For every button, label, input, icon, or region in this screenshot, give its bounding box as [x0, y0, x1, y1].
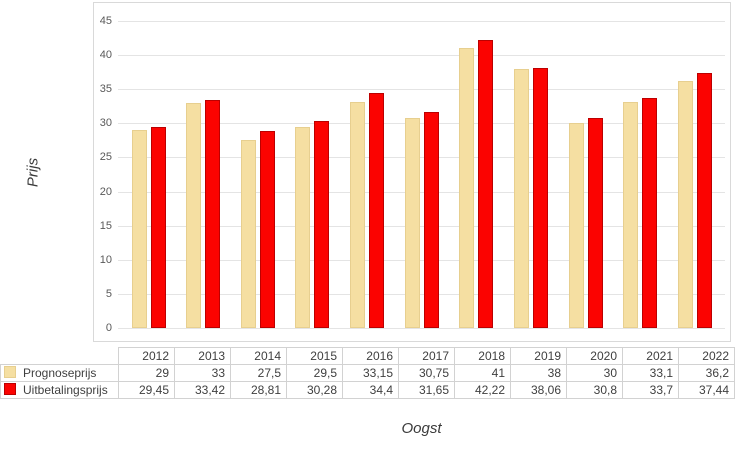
legend-swatch-icon: [4, 383, 16, 395]
table-cell-value: 33,15: [342, 364, 399, 382]
table-cell-value: 29: [118, 364, 175, 382]
table-cell-value: 33,42: [174, 381, 231, 399]
x-axis-category-label: 2016: [342, 347, 399, 365]
bar-prognoseprijs-2021: [623, 102, 638, 328]
bar-uitbetalingsprijs-2020: [588, 118, 603, 328]
y-axis-tick-label: 0: [105, 322, 112, 334]
y-axis-tick-label: 25: [99, 151, 112, 163]
gridline: [118, 21, 725, 22]
gridline: [118, 123, 725, 124]
x-axis-category-label: 2012: [118, 347, 175, 365]
y-axis-tick-label: 35: [99, 83, 112, 95]
table-cell-value: 42,22: [454, 381, 511, 399]
bar-prognoseprijs-2013: [186, 103, 201, 328]
gridline: [118, 294, 725, 295]
bar-prognoseprijs-2014: [241, 140, 256, 328]
x-axis-category-label: 2022: [678, 347, 735, 365]
bar-uitbetalingsprijs-2022: [697, 73, 712, 328]
bar-uitbetalingsprijs-2016: [369, 93, 384, 328]
y-axis-tick-label: 10: [99, 254, 112, 266]
x-axis-category-label: 2013: [174, 347, 231, 365]
bar-uitbetalingsprijs-2017: [424, 112, 439, 328]
gridline: [118, 328, 725, 329]
table-cell-blank: [1, 348, 119, 365]
y-axis-tick-label: 40: [99, 49, 112, 61]
gridline: [118, 55, 725, 56]
bar-prognoseprijs-2020: [569, 123, 584, 328]
table-cell-value: 31,65: [398, 381, 455, 399]
bar-prognoseprijs-2016: [350, 102, 365, 328]
bar-uitbetalingsprijs-2015: [314, 121, 329, 328]
bar-uitbetalingsprijs-2013: [205, 100, 220, 328]
table-row-years: 2012 2013 2014 2015 2016 2017 2018 2019 2020 2021…: [1, 347, 735, 365]
x-axis-title: Oogst: [401, 420, 442, 437]
legend-swatch-icon: [4, 366, 16, 378]
x-axis-category-label: 2015: [286, 347, 343, 365]
y-axis-tick-label: 30: [99, 117, 112, 129]
gridline: [118, 157, 725, 158]
legend-label: Uitbetalingsprijs: [23, 383, 108, 397]
gridline: [118, 226, 725, 227]
bar-prognoseprijs-2012: [132, 130, 147, 328]
table-cell-value: 30: [566, 364, 623, 382]
table-cell-value: 36,2: [678, 364, 735, 382]
table-cell-value: 41: [454, 364, 511, 382]
table-row-prognoseprijs: Prognoseprijs 29 33 27,5 29,5 33,15 30,75 41 38 3…: [0, 364, 735, 382]
y-axis-title: Prijs: [24, 157, 42, 188]
gridline: [118, 192, 725, 193]
gridline: [118, 89, 725, 90]
bar-prognoseprijs-2017: [405, 118, 420, 328]
bar-uitbetalingsprijs-2019: [533, 68, 548, 328]
table-cell-value: 30,28: [286, 381, 343, 399]
table-cell-value: 30,75: [398, 364, 455, 382]
table-cell-value: 38,06: [510, 381, 567, 399]
bar-prognoseprijs-2019: [514, 69, 529, 328]
table-cell-value: 30,8: [566, 381, 623, 399]
legend-label: Prognoseprijs: [23, 366, 97, 380]
legend-cell: Prognoseprijs: [0, 364, 119, 382]
y-axis-tick-label: 20: [99, 186, 112, 198]
table-cell-value: 33,7: [622, 381, 679, 399]
table-cell-value: 37,44: [678, 381, 735, 399]
table-cell-value: 27,5: [230, 364, 287, 382]
table-row-uitbetalingsprijs: Uitbetalingsprijs 29,45 33,42 28,81 30,28 34,…: [0, 381, 735, 399]
x-axis-category-label: 2021: [622, 347, 679, 365]
table-cell-value: 34,4: [342, 381, 399, 399]
data-table: 2012 2013 2014 2015 2016 2017 2018 2019 2020 2021…: [0, 347, 735, 399]
table-cell-value: 38: [510, 364, 567, 382]
bar-uitbetalingsprijs-2014: [260, 131, 275, 328]
gridline: [118, 260, 725, 261]
bar-uitbetalingsprijs-2018: [478, 40, 493, 328]
x-axis-category-label: 2018: [454, 347, 511, 365]
table-cell-value: 29,5: [286, 364, 343, 382]
x-axis-category-label: 2019: [510, 347, 567, 365]
bar-prognoseprijs-2018: [459, 48, 474, 328]
table-cell-value: 29,45: [118, 381, 175, 399]
bar-uitbetalingsprijs-2012: [151, 127, 166, 328]
x-axis-category-label: 2020: [566, 347, 623, 365]
y-axis-tick-label: 15: [99, 220, 112, 232]
legend-cell: Uitbetalingsprijs: [0, 381, 119, 399]
table-cell-value: 33: [174, 364, 231, 382]
y-axis-tick-label: 45: [99, 15, 112, 27]
x-axis-category-label: 2017: [398, 347, 455, 365]
bar-uitbetalingsprijs-2021: [642, 98, 657, 328]
y-axis-tick-label: 5: [105, 288, 112, 300]
table-cell-value: 28,81: [230, 381, 287, 399]
bar-prognoseprijs-2015: [295, 127, 310, 328]
table-cell-value: 33,1: [622, 364, 679, 382]
bar-prognoseprijs-2022: [678, 81, 693, 328]
x-axis-category-label: 2014: [230, 347, 287, 365]
